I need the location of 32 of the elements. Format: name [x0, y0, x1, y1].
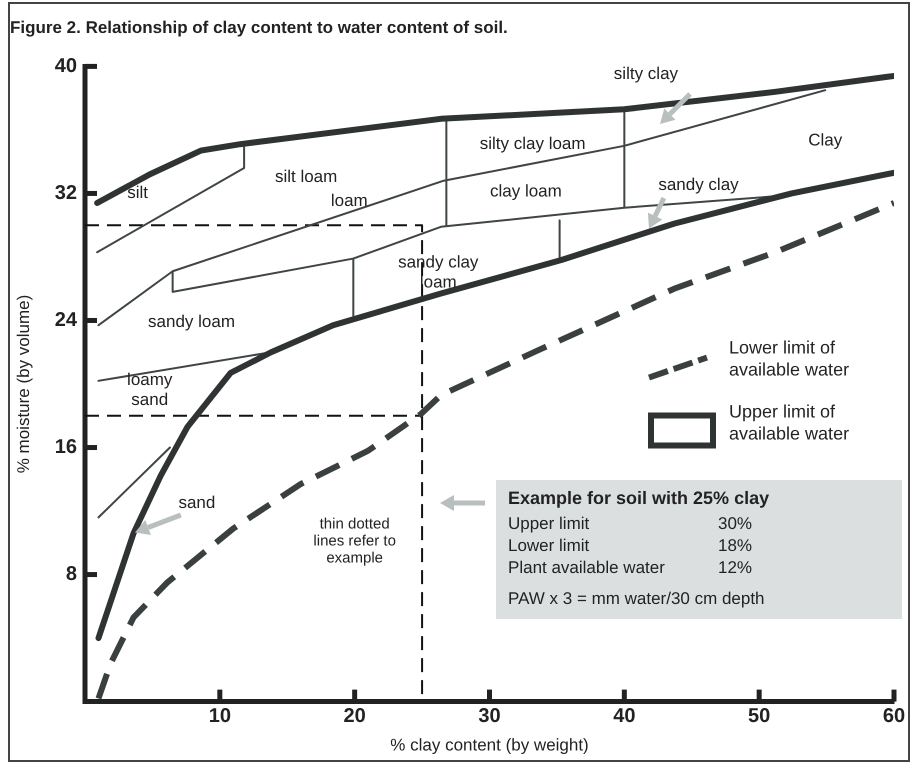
x-tick-label: 40: [613, 705, 636, 728]
x-tick-label: 20: [344, 705, 366, 728]
y-tick-label: 8: [66, 563, 77, 586]
annotation: sandy clay: [658, 175, 740, 194]
note-panel: Example for soil with 25% clay Upper limit 30% Lower limit 18% Plant available water 12% PAW x 3 = mm water/30 cm depth: [496, 480, 902, 619]
x-tick-label: 50: [748, 705, 770, 728]
annotation: loam: [330, 191, 368, 210]
y-tick-label: 24: [54, 308, 78, 331]
annotation: silt: [127, 183, 148, 202]
annotation: sandy clay loam: [398, 252, 479, 292]
x-tick-label: 60: [882, 705, 906, 728]
y-tick-label: 16: [54, 436, 77, 458]
y-tick-label: 32: [54, 182, 77, 204]
annotation: thin dotted lines refer to example: [313, 515, 396, 566]
annotation: sand: [178, 492, 216, 512]
annotation: Example for soil with 25% clay: [508, 488, 770, 509]
annotation: silty clay loam: [480, 134, 586, 153]
annotation: loamy sand: [127, 370, 173, 410]
x-tick-label: 10: [208, 705, 231, 728]
chart-title: Figure 2. Relationship of clay content to water content of soil.: [10, 18, 508, 37]
annotation: Clay: [808, 130, 843, 150]
y-tick-label: 40: [54, 54, 77, 77]
annotation: sandy loam: [148, 312, 235, 331]
annotation: clay loam: [490, 182, 562, 201]
y-axis-title: % moisture (by volume): [14, 294, 33, 474]
legend-label: Upper limit of available water: [729, 402, 850, 444]
annotation: silt loam: [274, 167, 338, 186]
annotation: PAW x 3 = mm water/30 cm depth: [508, 589, 766, 609]
x-tick-label: 30: [478, 705, 501, 728]
x-axis-title: % clay content (by weight): [390, 735, 589, 754]
legend-label: Lower limit of available water: [729, 338, 850, 380]
annotation: silty clay: [614, 64, 679, 84]
